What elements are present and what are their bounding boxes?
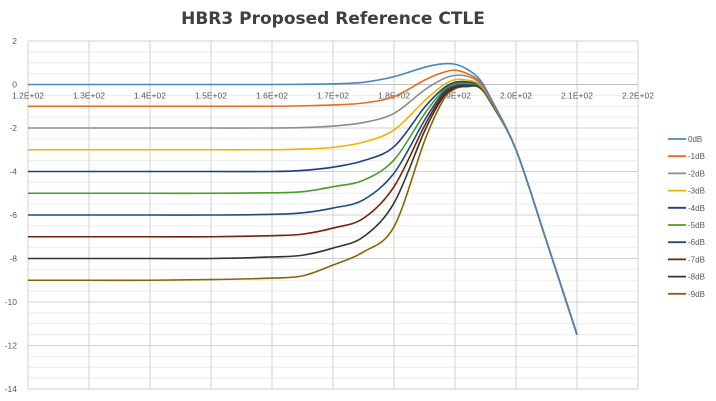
legend-label: -5dB: [688, 221, 705, 230]
legend-item: -9dB: [668, 290, 705, 299]
series-line--2dB: [27, 74, 578, 335]
legend-label: -9dB: [688, 290, 705, 299]
legend-item: -4dB: [668, 204, 705, 213]
x-tick-label: 1.9E+02: [439, 91, 471, 101]
x-tick-label: 1.8E+02: [378, 91, 410, 101]
x-tick-label: 1.6E+02: [256, 91, 288, 101]
x-tick-label: 1.3E+02: [73, 91, 105, 101]
series-line--7dB: [28, 83, 578, 335]
y-tick-label: 0: [12, 80, 17, 90]
legend-label: -1dB: [688, 152, 705, 161]
series-line--5dB: [28, 82, 578, 335]
x-tick-label: 2.0E+02: [500, 91, 532, 101]
legend-item: -5dB: [668, 221, 705, 230]
y-axis-labels: 2 0 -2 -4 -6 -8 -10 -12 -14: [5, 36, 18, 394]
legend-item: -6dB: [668, 238, 705, 247]
legend-label: -8dB: [688, 273, 705, 282]
chart-title: HBR3 Proposed Reference CTLE: [181, 9, 485, 29]
y-tick-label: -8: [9, 254, 17, 264]
legend: 0dB -1dB -2dB -3dB -4dB -5dB -6dB -7dB -8dB -9dB: [668, 135, 705, 299]
legend-label: -6dB: [688, 238, 705, 247]
series-line--4dB: [28, 80, 578, 335]
series-lines: [27, 62, 578, 335]
y-tick-label: -12: [5, 341, 18, 351]
legend-label: -2dB: [688, 169, 705, 178]
y-tick-label: -10: [5, 297, 18, 307]
legend-label: -7dB: [688, 255, 705, 264]
x-axis-labels: 1.2E+02 1.3E+02 1.4E+02 1.5E+02 1.6E+02 1.7E+…: [12, 91, 654, 101]
x-tick-label: 1.5E+02: [195, 91, 227, 101]
x-tick-label: 2.2E+02: [622, 91, 654, 101]
series-line--6dB: [28, 83, 578, 335]
legend-item: 0dB: [668, 135, 702, 144]
series-line-0dB: [27, 62, 578, 335]
x-tick-label: 2.1E+02: [561, 91, 593, 101]
legend-label: -3dB: [688, 187, 705, 196]
series-line--9dB: [27, 85, 578, 335]
x-tick-label: 1.2E+02: [12, 91, 44, 101]
legend-item: -2dB: [668, 169, 705, 178]
y-tick-label: 2: [12, 36, 17, 46]
x-tick-label: 1.7E+02: [317, 91, 349, 101]
legend-label: 0dB: [688, 135, 702, 144]
y-tick-label: -6: [9, 210, 17, 220]
y-tick-label: -14: [5, 384, 18, 394]
legend-item: -7dB: [668, 255, 705, 264]
y-tick-label: -2: [9, 123, 17, 133]
legend-item: -8dB: [668, 273, 705, 282]
series-line--8dB: [28, 84, 578, 335]
y-tick-label: -4: [9, 167, 17, 177]
x-tick-label: 1.4E+02: [134, 91, 166, 101]
legend-item: -1dB: [668, 152, 705, 161]
legend-item: -3dB: [668, 187, 705, 196]
legend-label: -4dB: [688, 204, 705, 213]
